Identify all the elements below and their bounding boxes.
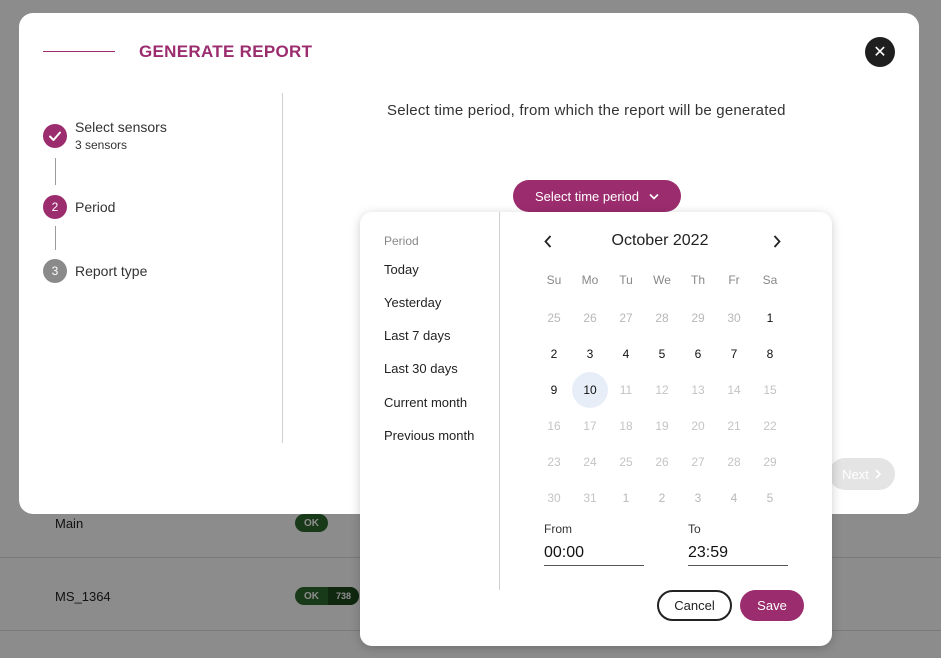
modal-title: GENERATE REPORT: [139, 42, 313, 61]
preset-last-30-days[interactable]: Last 30 days: [384, 361, 458, 376]
calendar-day: 16: [547, 419, 561, 433]
close-icon: ✕: [873, 44, 887, 61]
step-2-number: 2: [43, 195, 67, 219]
steps-divider: [282, 93, 283, 443]
calendar-day: 29: [763, 455, 777, 469]
select-time-period-label: Select time period: [534, 188, 640, 204]
calendar-day: 4: [730, 491, 738, 505]
sensor-name: Main: [55, 516, 84, 531]
title-decoration-line: [43, 51, 115, 52]
preset-current-month[interactable]: Current month: [384, 395, 468, 410]
calendar-day: 12: [655, 383, 669, 397]
previous-month-button[interactable]: [537, 230, 559, 252]
calendar-day-today[interactable]: 10: [572, 372, 608, 408]
calendar-day: 29: [691, 311, 705, 325]
weekday-label: Su: [546, 273, 562, 287]
calendar-day: 31: [583, 491, 597, 505]
calendar-day[interactable]: 3: [586, 347, 594, 361]
calendar-day: 26: [655, 455, 669, 469]
status-badge: OK 738: [295, 587, 360, 605]
calendar-day: 28: [727, 455, 741, 469]
status-badge-text: OK: [304, 517, 319, 529]
weekday-label: We: [653, 273, 671, 287]
step-connector: [55, 226, 56, 250]
calendar-day: 21: [727, 419, 741, 433]
instruction-text: Select time period, from which the repor…: [387, 102, 786, 119]
close-button[interactable]: ✕: [865, 37, 895, 67]
calendar-day: 1: [622, 491, 630, 505]
calendar-day[interactable]: 9: [550, 383, 558, 397]
calendar-day: 17: [583, 419, 597, 433]
month-label: October 2022: [611, 232, 709, 249]
step-1-sublabel: 3 sensors: [75, 138, 128, 152]
calendar-day: 28: [655, 311, 669, 325]
status-badge: OK: [295, 514, 328, 532]
calendar-day: 23: [547, 455, 561, 469]
step-2-label: Period: [75, 199, 116, 215]
calendar-day: 27: [691, 455, 705, 469]
sensor-name: MS_1364: [55, 589, 111, 604]
calendar-day: 20: [691, 419, 705, 433]
from-label: From: [544, 522, 572, 536]
calendar-day: 3: [694, 491, 702, 505]
calendar-day: 22: [763, 419, 777, 433]
to-time-input[interactable]: [688, 540, 788, 566]
chevron-left-icon: [544, 234, 552, 248]
calendar-day: 30: [547, 491, 561, 505]
calendar-day[interactable]: 6: [694, 347, 702, 361]
preset-last-7-days[interactable]: Last 7 days: [384, 328, 451, 343]
calendar-day: 5: [766, 491, 774, 505]
date-range-picker: Period Today Yesterday Last 7 days Last …: [360, 212, 832, 646]
calendar-day: 26: [583, 311, 597, 325]
preset-previous-month[interactable]: Previous month: [384, 428, 475, 443]
step-connector: [55, 158, 56, 185]
chevron-down-icon: [649, 193, 659, 200]
chevron-right-icon: [875, 469, 881, 479]
step-1-check-icon: [43, 124, 67, 148]
calendar-day[interactable]: 5: [658, 347, 666, 361]
status-badge-text: OK: [304, 590, 319, 602]
next-button-label: Next: [842, 466, 869, 482]
calendar-day: 27: [619, 311, 633, 325]
step-3-label: Report type: [75, 263, 148, 279]
weekday-label: Mo: [581, 273, 599, 287]
step-3-number: 3: [43, 259, 67, 283]
preset-today[interactable]: Today: [384, 262, 419, 277]
from-time-input[interactable]: [544, 540, 644, 566]
calendar-day[interactable]: 2: [550, 347, 558, 361]
check-icon: [49, 131, 61, 141]
calendar-day: 2: [658, 491, 666, 505]
calendar-day[interactable]: 7: [730, 347, 738, 361]
next-month-button[interactable]: [766, 230, 788, 252]
calendar-day[interactable]: 4: [622, 347, 630, 361]
weekday-label: Fr: [728, 273, 740, 287]
calendar-day: 19: [655, 419, 669, 433]
calendar-day: 25: [619, 455, 633, 469]
next-button[interactable]: Next: [829, 458, 895, 490]
calendar-day: 13: [691, 383, 705, 397]
calendar-day: 15: [763, 383, 777, 397]
calendar-day: 11: [619, 383, 633, 397]
preset-yesterday[interactable]: Yesterday: [384, 295, 442, 310]
calendar-day: 24: [583, 455, 597, 469]
calendar-day: 14: [727, 383, 741, 397]
chevron-right-icon: [773, 234, 781, 248]
period-presets: Period Today Yesterday Last 7 days Last …: [360, 212, 500, 590]
calendar-day: 25: [547, 311, 561, 325]
presets-heading: Period: [384, 234, 419, 248]
select-time-period-button[interactable]: Select time period: [513, 180, 681, 212]
weekday-label: Th: [690, 273, 705, 287]
weekday-label: Tu: [619, 273, 633, 287]
status-count: 738: [328, 587, 360, 605]
calendar-header: October 2022: [537, 230, 781, 252]
save-button[interactable]: Save: [740, 590, 804, 621]
cancel-button[interactable]: Cancel: [657, 590, 732, 621]
to-label: To: [688, 522, 701, 536]
calendar-day[interactable]: 1: [766, 311, 774, 325]
step-1-label: Select sensors: [75, 119, 167, 135]
calendar-day: 30: [727, 311, 741, 325]
calendar-day[interactable]: 8: [766, 347, 774, 361]
weekday-label: Sa: [762, 273, 778, 287]
calendar-day: 18: [619, 419, 633, 433]
